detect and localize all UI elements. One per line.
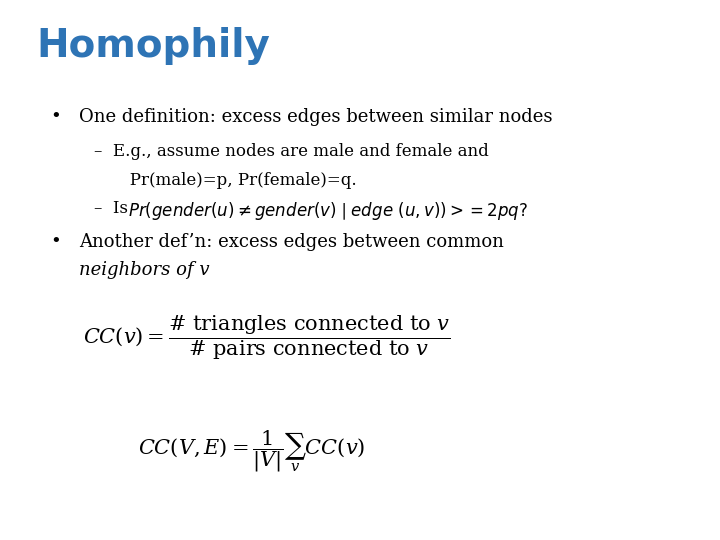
Text: –  Is: – Is (94, 200, 133, 217)
Text: Homophily: Homophily (36, 27, 270, 65)
Text: Another def’n: excess edges between common: Another def’n: excess edges between comm… (79, 233, 504, 251)
Text: neighbors of v: neighbors of v (79, 261, 210, 279)
Text: $CC(V, E) = \dfrac{1}{|V|} \sum_{v} CC(v)$: $CC(V, E) = \dfrac{1}{|V|} \sum_{v} CC(v… (138, 428, 366, 474)
Text: One definition: excess edges between similar nodes: One definition: excess edges between sim… (79, 108, 553, 126)
Text: Pr(male)=p, Pr(female)=q.: Pr(male)=p, Pr(female)=q. (114, 172, 356, 188)
Text: –  E.g., assume nodes are male and female and: – E.g., assume nodes are male and female… (94, 143, 488, 160)
Text: •: • (50, 233, 61, 251)
Text: $\mathit{Pr(gender(u) \neq gender(v) \mid edge\ (u,v)) >= 2pq?}$: $\mathit{Pr(gender(u) \neq gender(v) \mi… (128, 200, 528, 222)
Text: $CC(v) = \dfrac{\#\ \mathrm{triangles\ connected\ to\ } v}{\#\ \mathrm{pairs\ co: $CC(v) = \dfrac{\#\ \mathrm{triangles\ c… (83, 313, 450, 362)
Text: •: • (50, 108, 61, 126)
